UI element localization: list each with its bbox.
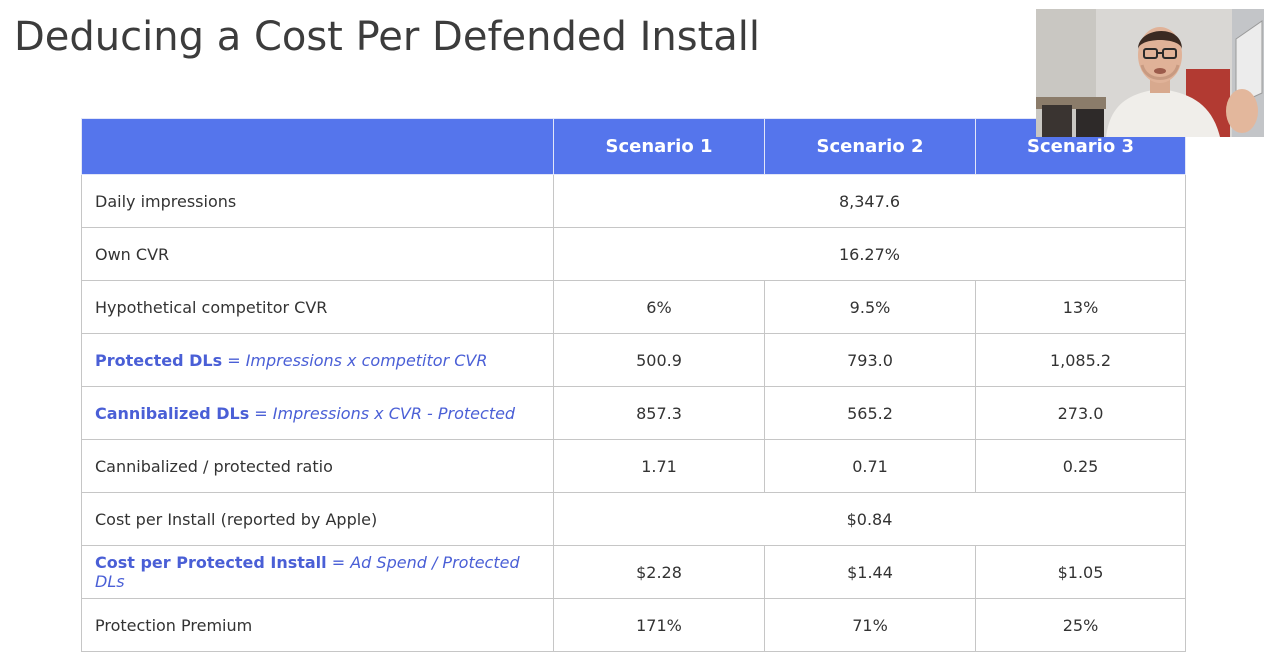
header-scenario-2: Scenario 2 [764, 118, 976, 175]
row-merged-value: 16.27% [553, 227, 1186, 281]
table-header-row: Scenario 1 Scenario 2 Scenario 3 [81, 118, 1186, 175]
table-row-protected-dls: Protected DLs = Impressions x competitor… [81, 333, 1186, 387]
row-merged-value: $0.84 [553, 492, 1186, 546]
row-value-scenario-3: $1.05 [975, 545, 1186, 599]
row-value-scenario-1: 500.9 [553, 333, 765, 387]
row-label: Cost per Protected Install [95, 553, 327, 572]
row-value-scenario-3: 13% [975, 280, 1186, 334]
row-value-scenario-3: 1,085.2 [975, 333, 1186, 387]
row-label: Hypothetical competitor CVR [81, 280, 554, 334]
row-value-scenario-2: 71% [764, 598, 976, 652]
table-row-competitor-cvr: Hypothetical competitor CVR 6% 9.5% 13% [81, 280, 1186, 334]
presenter-video-icon [1036, 9, 1264, 137]
row-label: Cannibalized / protected ratio [81, 439, 554, 493]
table-row-protection-premium: Protection Premium 171% 71% 25% [81, 598, 1186, 652]
scenario-table: Scenario 1 Scenario 2 Scenario 3 Daily i… [81, 118, 1186, 652]
row-value-scenario-1: $2.28 [553, 545, 765, 599]
header-blank-cell [81, 118, 554, 175]
row-value-scenario-2: 0.71 [764, 439, 976, 493]
row-label: Own CVR [81, 227, 554, 281]
row-label-cell: Protected DLs = Impressions x competitor… [81, 333, 554, 387]
row-value-scenario-1: 857.3 [553, 386, 765, 440]
row-formula: = Impressions x competitor CVR [222, 350, 488, 370]
slide-title: Deducing a Cost Per Defended Install [14, 14, 761, 60]
presenter-webcam [1036, 9, 1264, 137]
row-label: Daily impressions [81, 174, 554, 228]
row-value-scenario-2: 565.2 [764, 386, 976, 440]
row-label: Cannibalized DLs [95, 403, 250, 423]
row-value-scenario-1: 171% [553, 598, 765, 652]
row-value-scenario-2: 9.5% [764, 280, 976, 334]
table-row-own-cvr: Own CVR 16.27% [81, 227, 1186, 281]
table-row-cost-per-install: Cost per Install (reported by Apple) $0.… [81, 492, 1186, 546]
table-row-cannibalized-dls: Cannibalized DLs = Impressions x CVR - P… [81, 386, 1186, 440]
header-scenario-1: Scenario 1 [553, 118, 765, 175]
row-value-scenario-3: 25% [975, 598, 1186, 652]
row-value-scenario-2: $1.44 [764, 545, 976, 599]
row-label: Protected DLs [95, 350, 223, 370]
row-value-scenario-2: 793.0 [764, 333, 976, 387]
row-label: Protection Premium [81, 598, 554, 652]
row-merged-value: 8,347.6 [553, 174, 1186, 228]
row-value-scenario-1: 1.71 [553, 439, 765, 493]
table-row-cost-per-protected-install: Cost per Protected Install = Ad Spend / … [81, 545, 1186, 599]
row-label-cell: Cost per Protected Install = Ad Spend / … [81, 545, 554, 599]
row-label-cell: Cannibalized DLs = Impressions x CVR - P… [81, 386, 554, 440]
row-value-scenario-3: 0.25 [975, 439, 1186, 493]
row-formula: = Ad Spend / Protected DLs [95, 553, 520, 591]
row-label: Cost per Install (reported by Apple) [81, 492, 554, 546]
row-value-scenario-1: 6% [553, 280, 765, 334]
row-value-scenario-3: 273.0 [975, 386, 1186, 440]
table-row-daily-impressions: Daily impressions 8,347.6 [81, 174, 1186, 228]
table-row-ratio: Cannibalized / protected ratio 1.71 0.71… [81, 439, 1186, 493]
row-formula: = Impressions x CVR - Protected [249, 403, 516, 423]
